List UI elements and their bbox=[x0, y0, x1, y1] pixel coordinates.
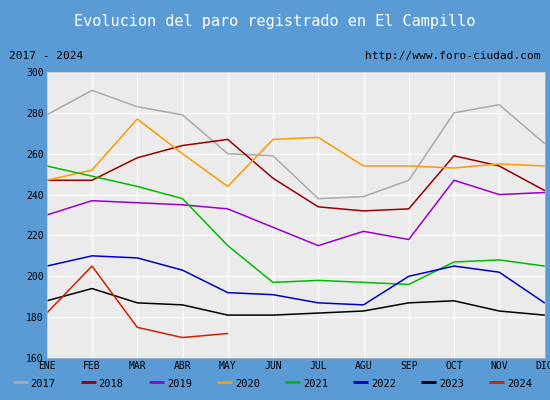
Text: 2022: 2022 bbox=[371, 379, 396, 389]
Text: 2024: 2024 bbox=[507, 379, 532, 389]
Text: 2018: 2018 bbox=[98, 379, 124, 389]
Text: Evolucion del paro registrado en El Campillo: Evolucion del paro registrado en El Camp… bbox=[74, 14, 476, 29]
Text: 2020: 2020 bbox=[235, 379, 260, 389]
Text: 2021: 2021 bbox=[303, 379, 328, 389]
Text: 2017 - 2024: 2017 - 2024 bbox=[9, 51, 84, 61]
Text: 2017: 2017 bbox=[31, 379, 56, 389]
Text: 2019: 2019 bbox=[167, 379, 192, 389]
Text: http://www.foro-ciudad.com: http://www.foro-ciudad.com bbox=[365, 51, 541, 61]
Text: 2023: 2023 bbox=[439, 379, 464, 389]
